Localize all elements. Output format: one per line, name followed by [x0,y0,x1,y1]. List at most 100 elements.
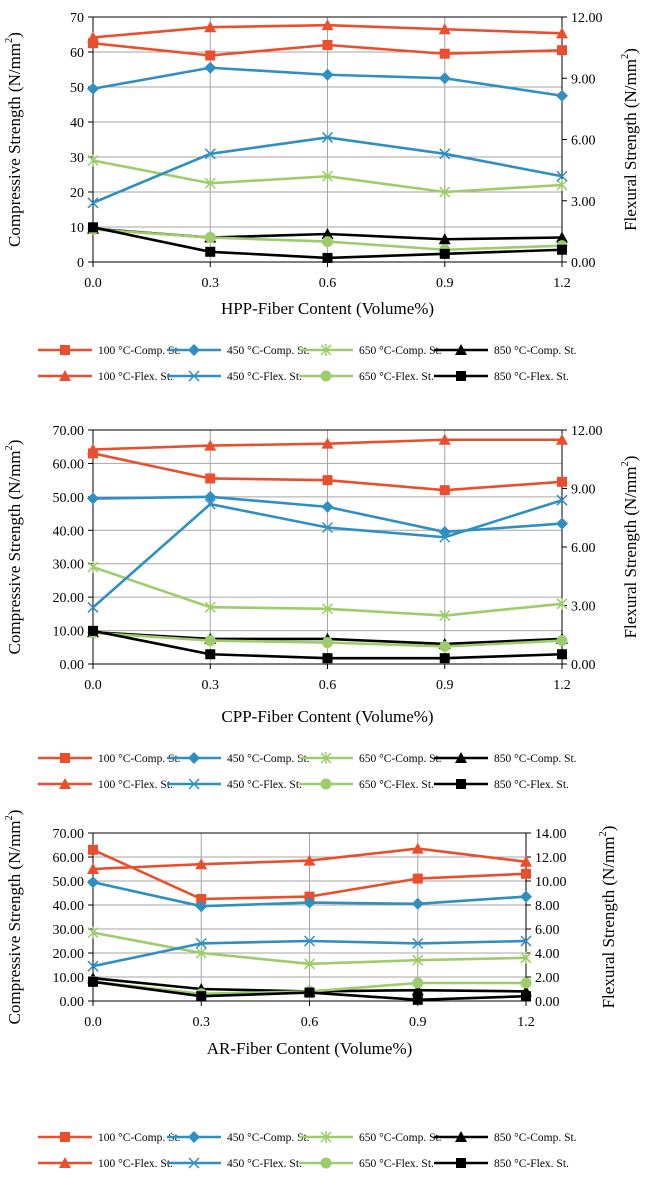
legend-item-100c-flex: 100 °C-Flex. St. [38,778,173,791]
y-left-axis-title-text: Compressive Strength (N/mm [5,43,24,247]
data-point [556,494,568,506]
legend-label: 450 °C-Flex. St. [227,779,302,791]
legend-marker [320,1131,332,1143]
data-point [87,443,99,455]
y-left-tick-label: 60 [70,46,84,61]
y-right-axis-title: Flexural Strength (N/mm2) [598,826,618,1009]
data-point [196,991,207,1002]
legend-label: 100 °C-Comp. St. [98,345,181,357]
y-left-axis-title-text: Compressive Strength (N/mm [5,820,24,1024]
legend-item-100c-comp: 100 °C-Comp. St. [38,345,181,357]
y-left-tick-label: 70.00 [53,827,85,842]
data-point [87,601,99,613]
y-right-tick-label: 4.00 [535,947,560,962]
series-100c-comp [88,38,567,61]
y-left-tick-label: 0.00 [60,658,85,673]
series-100c-flex [87,433,568,455]
legend-marker [456,1158,466,1168]
y-left-axis-title: Compressive Strength (N/mm2) [4,440,24,655]
y-left-tick-label: 40.00 [53,899,85,914]
data-point [438,233,451,245]
data-point [520,890,532,903]
data-point [205,473,216,484]
legend: 100 °C-Comp. St. 450 °C-Comp. St. 650 °C-C… [38,1131,577,1170]
y-left-axis-title-close: ) [5,810,24,816]
legend-marker [456,371,466,381]
data-point [412,954,424,967]
x-tick-label: 0.0 [84,678,102,693]
data-point [322,475,333,486]
data-point [439,248,450,259]
legend-label: 650 °C-Comp. St. [359,345,442,357]
series-450c-comp [87,876,532,913]
legend-item-850c-comp: 850 °C-Comp. St. [434,752,577,765]
legend-item-850c-comp: 850 °C-Comp. St. [434,344,577,357]
legend-item-850c-comp: 850 °C-Comp. St. [434,1131,577,1144]
data-point [520,855,532,867]
data-point [321,228,334,239]
y-right-tick-label: 8.00 [535,899,560,914]
legend-label: 850 °C-Flex. St. [494,779,569,791]
legend-marker [59,1157,71,1168]
y-right-tick-label: 10.00 [535,875,567,890]
legend-marker [60,345,70,355]
y-left-tick-label: 70.00 [53,424,85,439]
legend-item-650c-comp: 650 °C-Comp. St. [299,344,442,357]
data-point [439,653,450,664]
chart-panel-2: 0.0010.0020.0030.0040.0050.0060.0070.000… [4,424,640,791]
legend-marker [188,1131,200,1143]
data-point [556,231,568,243]
y-left-tick-label: 10 [70,221,84,236]
legend-label: 850 °C-Comp. St. [494,1132,577,1144]
y-left-tick-label: 10.00 [53,625,85,640]
legend-item-450c-comp: 450 °C-Comp. St. [167,1131,310,1144]
legend-item-650c-flex: 650 °C-Flex. St. [299,370,434,383]
data-point [412,937,424,949]
data-point [322,653,333,664]
data-point [205,246,216,257]
data-point [438,72,451,85]
data-point [557,244,567,255]
legend-item-450c-flex: 450 °C-Flex. St. [167,778,302,791]
data-point [556,433,568,445]
y-right-tick-label: 12.00 [571,424,603,439]
chart-panel-3: 0.0010.0020.0030.0040.0050.0060.0070.000… [4,810,618,1170]
legend-label: 100 °C-Comp. St. [98,1132,181,1144]
legend-marker [188,752,200,764]
data-point [521,991,531,1002]
y-right-axis-title-close: ) [621,456,640,462]
legend-label: 650 °C-Flex. St. [359,779,434,791]
data-point [87,492,99,505]
series-100c-flex [87,842,532,874]
data-point [204,61,217,74]
data-point [196,894,207,904]
y-left-tick-label: 60.00 [53,457,85,472]
y-left-axis-title-text: Compressive Strength (N/mm [5,450,24,654]
x-tick-label: 0.6 [319,678,337,693]
y-left-tick-label: 0 [77,256,84,271]
chart-panel-1: 0 10 20 30 40 50 60 70 0.0 0.3 0.6 0.9 1.20.00 3.00 6.… [4,11,640,383]
data-point [322,252,333,263]
data-point [556,27,568,39]
data-point [87,863,99,874]
legend-marker [59,778,71,789]
legend-label: 450 °C-Comp. St. [227,1132,310,1144]
legend-label: 100 °C-Flex. St. [98,1158,173,1170]
data-point [556,170,568,182]
y-right-axis-title-close: ) [621,48,640,54]
x-tick-label: 1.2 [553,678,571,693]
y-right-tick-label: 12.00 [571,11,603,26]
legend-label: 100 °C-Flex. St. [98,779,173,791]
legend-item-100c-flex: 100 °C-Flex. St. [38,370,173,383]
legend-item-650c-flex: 650 °C-Flex. St. [299,778,434,791]
y-left-tick-label: 30.00 [53,923,85,938]
y-right-axis-title-text: Flexural Strength (N/mm [599,837,618,1009]
data-point [439,609,451,622]
legend-item-650c-flex: 650 °C-Flex. St. [299,1157,434,1170]
series-650c-comp [87,154,568,198]
legend-marker [59,370,71,381]
data-point [557,476,567,487]
data-point [412,873,423,884]
data-point [87,561,99,574]
y-left-tick-label: 20.00 [53,591,85,606]
